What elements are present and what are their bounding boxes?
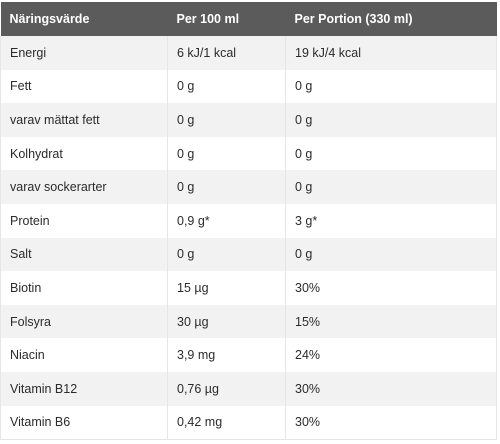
nutrient-name: Niacin (0, 338, 168, 372)
nutrient-name: Kolhydrat (0, 136, 168, 171)
per-100ml-value: 0 g (167, 237, 286, 272)
per-portion-value: 3 g* (285, 203, 497, 238)
header-per-portion: Per Portion (330 ml) (294, 12, 413, 26)
per-100ml-value: 0,42 mg (167, 405, 286, 440)
per-portion-value: 0 g (285, 69, 497, 104)
header-per-100ml: Per 100 ml (176, 12, 240, 26)
per-100ml-value: 0 g (167, 69, 286, 104)
per-portion-value: 24% (285, 338, 497, 372)
per-100ml-value: 0 g (167, 103, 286, 137)
header-row: Näringsvärde Per 100 ml Per Portion (330… (0, 2, 497, 36)
nutrient-name: Energi (0, 36, 168, 70)
nutrient-name: Vitamin B12 (0, 371, 168, 406)
table-row: Vitamin B12 0,76 µg 30% (0, 371, 497, 406)
per-portion-value: 0 g (285, 103, 497, 137)
per-100ml-value: 0,9 g* (167, 203, 286, 238)
nutrition-table-body: Energi 6 kJ/1 kcal 19 kJ/4 kcal Fett 0 g… (0, 36, 497, 440)
per-100ml-value: 0 g (167, 136, 286, 171)
header-nutrient: Näringsvärde (9, 12, 90, 26)
nutrient-name: Fett (0, 69, 168, 104)
per-portion-value: 15% (285, 304, 497, 339)
table-row: Protein 0,9 g* 3 g* (0, 203, 497, 238)
nutrient-name: Salt (0, 237, 168, 272)
per-100ml-value: 3,9 mg (167, 338, 286, 372)
table-row: Energi 6 kJ/1 kcal 19 kJ/4 kcal (0, 36, 497, 70)
per-portion-value: 30% (285, 371, 497, 406)
table-row: Salt 0 g 0 g (0, 237, 497, 272)
nutrient-name: Protein (0, 203, 168, 238)
nutrition-table-header: Näringsvärde Per 100 ml Per Portion (330… (0, 2, 497, 36)
nutrient-name: Vitamin B6 (0, 405, 168, 440)
table-row: Niacin 3,9 mg 24% (0, 338, 497, 372)
table-row: varav sockerarter 0 g 0 g (0, 170, 497, 204)
table-row: varav mättat fett 0 g 0 g (0, 103, 497, 137)
table-row: Biotin 15 µg 30% (0, 271, 497, 305)
per-100ml-value: 6 kJ/1 kcal (167, 36, 286, 70)
per-100ml-value: 0 g (167, 170, 286, 204)
per-portion-value: 19 kJ/4 kcal (285, 36, 497, 70)
per-100ml-value: 0,76 µg (167, 371, 286, 406)
per-100ml-value: 15 µg (167, 271, 286, 305)
per-portion-value: 30% (285, 405, 497, 440)
per-100ml-value: 30 µg (167, 304, 286, 339)
nutrient-name: Folsyra (0, 304, 168, 339)
table-row: Folsyra 30 µg 15% (0, 304, 497, 339)
per-portion-value: 0 g (285, 136, 497, 171)
per-portion-value: 0 g (285, 170, 497, 204)
table-row: Fett 0 g 0 g (0, 69, 497, 104)
table-row: Vitamin B6 0,42 mg 30% (0, 405, 497, 440)
nutrient-name: varav mättat fett (0, 103, 168, 137)
per-portion-value: 0 g (285, 237, 497, 272)
table-row: Kolhydrat 0 g 0 g (0, 136, 497, 171)
per-portion-value: 30% (285, 271, 497, 305)
nutrient-name: Biotin (0, 271, 168, 305)
nutrient-name: varav sockerarter (0, 170, 168, 204)
